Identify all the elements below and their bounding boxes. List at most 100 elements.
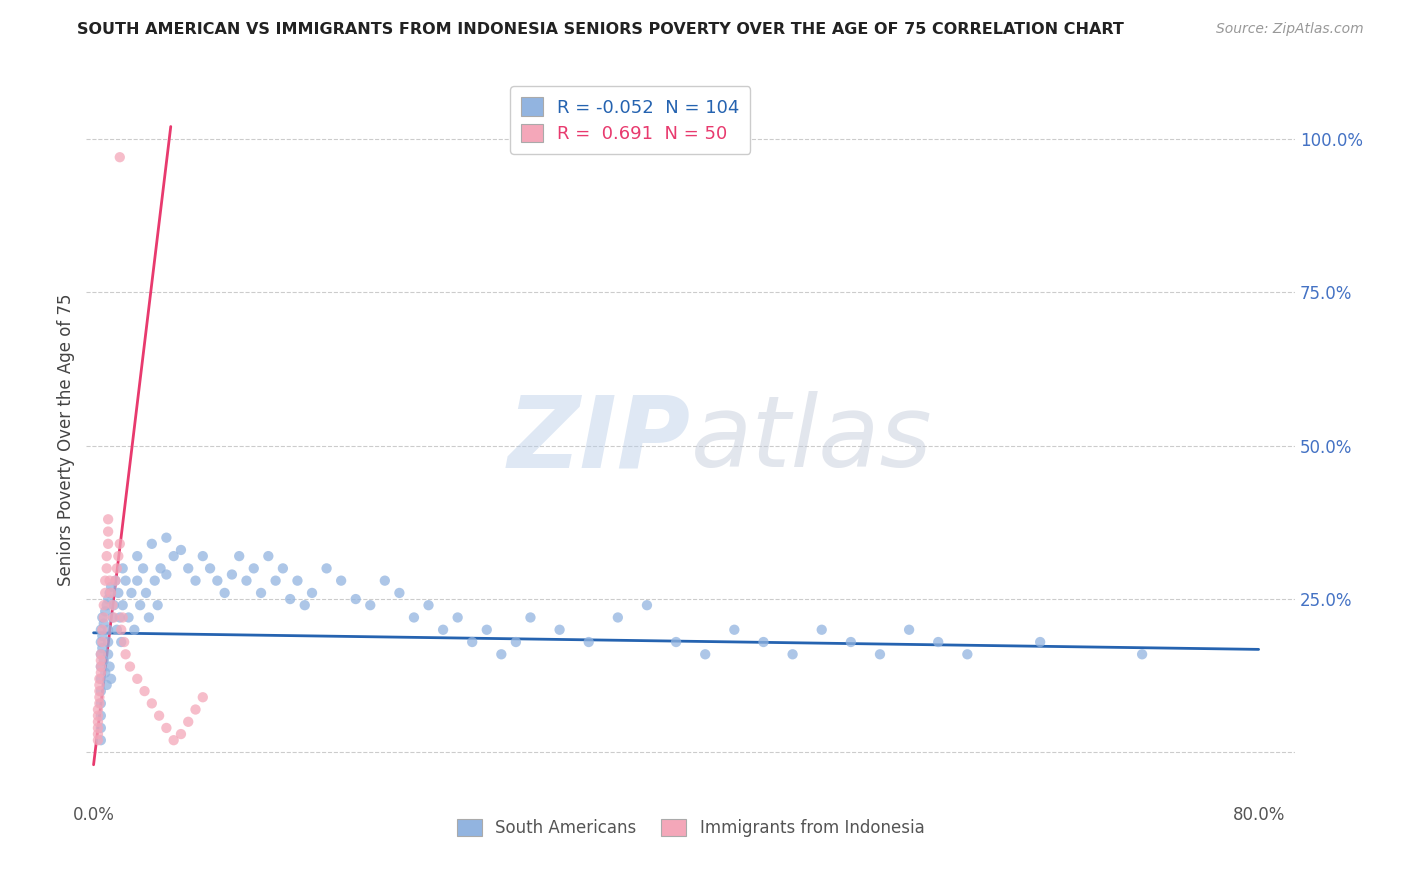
Point	[105, 623, 128, 637]
Point	[110, 635, 132, 649]
Point	[135, 586, 157, 600]
Point	[695, 648, 717, 662]
Point	[90, 672, 112, 686]
Point	[956, 648, 979, 662]
Point	[636, 598, 658, 612]
Point	[235, 574, 257, 588]
Point	[96, 561, 118, 575]
Point	[90, 653, 112, 667]
Point	[278, 592, 301, 607]
Point	[124, 623, 146, 637]
Point	[505, 635, 527, 649]
Point	[127, 672, 149, 686]
Point	[96, 678, 118, 692]
Point	[97, 512, 120, 526]
Point	[1029, 635, 1052, 649]
Point	[177, 561, 200, 575]
Point	[330, 574, 353, 588]
Point	[90, 708, 112, 723]
Point	[96, 598, 118, 612]
Point	[184, 702, 207, 716]
Point	[89, 684, 111, 698]
Point	[87, 721, 110, 735]
Point	[374, 574, 396, 588]
Point	[810, 623, 832, 637]
Point	[114, 648, 136, 662]
Point	[90, 623, 112, 637]
Point	[475, 623, 498, 637]
Point	[257, 549, 280, 563]
Point	[111, 561, 134, 575]
Point	[111, 610, 134, 624]
Point	[103, 598, 125, 612]
Text: SOUTH AMERICAN VS IMMIGRANTS FROM INDONESIA SENIORS POVERTY OVER THE AGE OF 75 C: SOUTH AMERICAN VS IMMIGRANTS FROM INDONE…	[77, 22, 1125, 37]
Point	[107, 549, 129, 563]
Point	[344, 592, 367, 607]
Point	[461, 635, 484, 649]
Point	[548, 623, 571, 637]
Point	[101, 610, 124, 624]
Point	[491, 648, 513, 662]
Point	[90, 665, 112, 680]
Point	[242, 561, 264, 575]
Point	[93, 610, 115, 624]
Point	[87, 733, 110, 747]
Point	[869, 648, 891, 662]
Point	[89, 697, 111, 711]
Point	[90, 697, 112, 711]
Point	[250, 586, 273, 600]
Point	[94, 604, 117, 618]
Point	[418, 598, 440, 612]
Point	[93, 616, 115, 631]
Point	[94, 586, 117, 600]
Point	[228, 549, 250, 563]
Point	[97, 648, 120, 662]
Point	[134, 684, 156, 698]
Point	[108, 150, 131, 164]
Point	[98, 586, 121, 600]
Point	[107, 586, 129, 600]
Point	[143, 574, 166, 588]
Point	[90, 648, 112, 662]
Point	[97, 623, 120, 637]
Point	[90, 635, 112, 649]
Point	[118, 659, 141, 673]
Point	[89, 678, 111, 692]
Point	[146, 598, 169, 612]
Point	[184, 574, 207, 588]
Point	[446, 610, 468, 624]
Point	[112, 635, 135, 649]
Point	[100, 580, 122, 594]
Point	[117, 610, 139, 624]
Point	[723, 623, 745, 637]
Point	[105, 561, 128, 575]
Point	[315, 561, 337, 575]
Point	[271, 561, 294, 575]
Point	[97, 537, 120, 551]
Point	[927, 635, 949, 649]
Text: Source: ZipAtlas.com: Source: ZipAtlas.com	[1216, 22, 1364, 37]
Point	[87, 714, 110, 729]
Point	[89, 690, 111, 705]
Point	[191, 690, 214, 705]
Point	[91, 635, 114, 649]
Point	[100, 586, 122, 600]
Point	[110, 623, 132, 637]
Point	[606, 610, 628, 624]
Point	[89, 672, 111, 686]
Point	[98, 574, 121, 588]
Y-axis label: Seniors Poverty Over the Age of 75: Seniors Poverty Over the Age of 75	[58, 293, 75, 586]
Point	[294, 598, 316, 612]
Point	[155, 721, 177, 735]
Point	[578, 635, 600, 649]
Point	[519, 610, 541, 624]
Point	[155, 531, 177, 545]
Point	[170, 727, 193, 741]
Point	[90, 659, 112, 673]
Point	[221, 567, 243, 582]
Point	[90, 648, 112, 662]
Point	[191, 549, 214, 563]
Legend: South Americans, Immigrants from Indonesia: South Americans, Immigrants from Indones…	[450, 813, 931, 844]
Point	[94, 574, 117, 588]
Point	[163, 549, 186, 563]
